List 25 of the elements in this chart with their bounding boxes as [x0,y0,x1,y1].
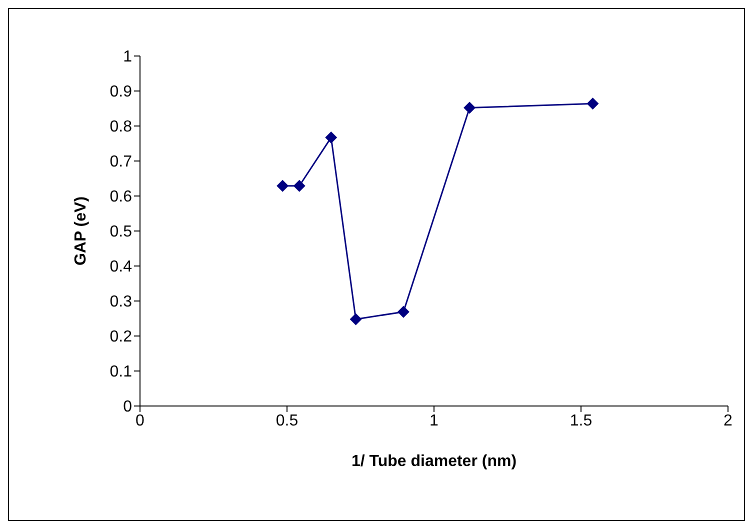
x-tick-label: 1 [430,412,439,430]
point [397,306,410,318]
x-axis-title: 1/ Tube diameter (nm) [351,453,517,470]
point [586,98,599,110]
y-tick-label: 1 [123,48,132,66]
x-tick-label: 0 [136,412,145,430]
y-tick-label: 0.4 [110,258,132,276]
point [350,313,362,326]
y-tick-label: 0.5 [110,224,132,241]
y-tick-label: 0.9 [110,84,132,101]
x-tick-label: 1.5 [570,412,592,430]
x-tick-label: 0.5 [276,412,298,430]
y-axis-title: GAP (eV) [72,196,90,266]
point [464,102,476,114]
point [325,132,338,144]
y-tick-label: 0.8 [110,118,132,136]
y-tick-label: 0.2 [110,328,132,346]
x-tick-label: 2 [724,412,733,430]
y-tick-label: 0 [123,398,132,416]
y-tick-label: 0.6 [110,188,132,206]
y-tick-label: 0.3 [110,294,132,311]
point [276,180,289,192]
y-tick-label: 0.1 [110,364,132,381]
y-tick-label: 0.7 [110,154,132,171]
point [293,180,306,192]
